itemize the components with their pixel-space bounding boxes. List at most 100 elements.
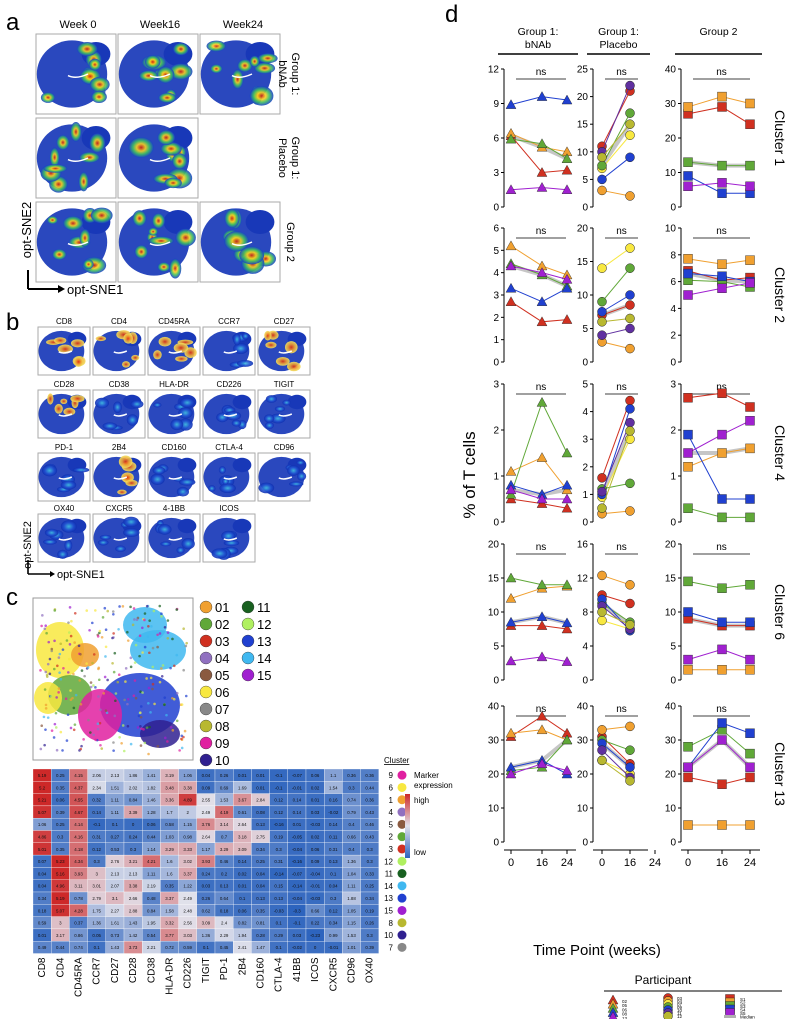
point-S4-t2 xyxy=(745,728,755,738)
tsne-bnab-week1 xyxy=(117,33,199,115)
heat-cell-value: -0.04 xyxy=(292,896,303,901)
series-line-12 xyxy=(601,759,631,782)
y-tick-label: 25 xyxy=(577,65,589,76)
embedding-hotspot xyxy=(284,341,298,354)
point-S5-t0 xyxy=(683,448,693,458)
group-header-line1: Group 1: xyxy=(518,26,559,38)
cluster-dot xyxy=(69,698,73,702)
y-tick-label: 20 xyxy=(577,92,589,103)
heat-cell-value: 2.41 xyxy=(238,945,247,950)
heat-cell-value: 0.29 xyxy=(274,933,283,938)
heat-cell-value: 0.14 xyxy=(92,810,101,815)
heat-cell-value: -0.01 xyxy=(310,884,321,889)
heat-cell-value: 0.25 xyxy=(56,773,65,778)
heat-cell-value: 2.27 xyxy=(111,908,120,913)
y-tick-label: 1 xyxy=(670,472,676,483)
heat-cell-value: 0 xyxy=(314,945,317,950)
marker-map-icos xyxy=(202,513,256,563)
heat-col-label-tigit: TIGIT xyxy=(201,958,212,984)
series-line-10 xyxy=(601,743,631,768)
cluster-dot xyxy=(126,724,130,728)
heat-col-label-cd226: CD226 xyxy=(183,957,194,989)
point-12-t1 xyxy=(625,313,635,324)
embedding-hotspot xyxy=(53,337,67,344)
point-13-t2 xyxy=(561,493,573,504)
group-header-line2: Placebo xyxy=(600,39,638,51)
point-13-t2 xyxy=(561,765,573,775)
point-S2-t2 xyxy=(745,98,755,109)
axis-label-optsne2-b: opt-SNE2 xyxy=(22,521,34,569)
heat-col-label-cd160: CD160 xyxy=(256,957,267,989)
heat-cell-value: 0.18 xyxy=(38,908,47,913)
heat-row-swatch-8 xyxy=(397,918,407,928)
embedding-gap xyxy=(113,476,128,480)
y-tick-label: 0 xyxy=(582,676,588,687)
heat-cell-value: 0.3 xyxy=(348,785,355,790)
heat-row-label-6: 6 xyxy=(389,783,394,792)
point-02-t1 xyxy=(536,620,548,630)
cluster-legend-label-11: 11 xyxy=(257,600,271,615)
subplot-bnab: 0 1 2 3 4 5 6 ns xyxy=(493,224,573,369)
point-08-t1 xyxy=(536,611,548,621)
embedding-hotspot xyxy=(131,354,140,361)
ns-label: ns xyxy=(716,226,727,237)
y-tick-label: 3 xyxy=(493,168,499,179)
heat-cell-value: 4.28 xyxy=(74,908,83,913)
y-tick-label: 10 xyxy=(488,608,500,619)
heat-cell-value: 2.29 xyxy=(220,933,229,938)
cluster-dot xyxy=(151,665,155,669)
heat-cell-value: 4.86 xyxy=(38,835,47,840)
heat-cell-value: 0.01 xyxy=(38,933,47,938)
heat-cell-value: 0.01 xyxy=(238,773,247,778)
x-tick-label: 0 xyxy=(599,857,605,869)
embedding-hotspot xyxy=(157,524,172,535)
heat-cell-value: -0.1 xyxy=(275,773,283,778)
heat-cell-value: 0.3 xyxy=(94,859,101,864)
cluster-dot xyxy=(113,651,117,655)
heat-cell-value: 1.86 xyxy=(129,773,138,778)
cluster-dot xyxy=(126,697,130,701)
heat-cluster-header: Cluster xyxy=(384,756,410,765)
point-06-t0 xyxy=(505,572,517,583)
heat-cell-value: 0.31 xyxy=(329,847,338,852)
heat-cell-value: 3.93 xyxy=(202,859,211,864)
cluster-dot xyxy=(163,696,167,699)
heat-cell-value: 1.7 xyxy=(166,810,173,815)
heat-cell-value: 0.98 xyxy=(183,835,192,840)
cluster-dot xyxy=(143,618,146,622)
heat-cell-value: 0.14 xyxy=(329,822,338,827)
heat-cell-value: 3.33 xyxy=(183,847,192,852)
y-tick-label: 1 xyxy=(493,335,499,346)
heat-cell-value: -0.01 xyxy=(328,945,339,950)
cluster-dot xyxy=(45,673,49,677)
point-06-t1 xyxy=(536,579,548,589)
cluster-dot xyxy=(133,679,137,682)
heat-cell-value: 1.36 xyxy=(92,921,101,926)
heat-cell-value: 1.51 xyxy=(111,785,120,790)
y-tick-label: 2 xyxy=(670,331,676,342)
embedding-hotspot xyxy=(275,356,290,366)
cluster-dot xyxy=(59,642,63,646)
point-S4-t1 xyxy=(717,494,727,504)
y-tick-label: 5 xyxy=(493,642,499,653)
cluster-dot xyxy=(43,627,47,631)
point-02-t2 xyxy=(561,314,573,324)
cluster-dot xyxy=(165,713,168,717)
point-S5-t0 xyxy=(683,290,693,300)
heat-cell-value: 0.4 xyxy=(348,822,355,827)
heat-cell-value: 3.09 xyxy=(238,847,247,852)
cluster-dot xyxy=(48,672,52,676)
cluster-dot xyxy=(166,619,170,622)
cluster-dot xyxy=(59,677,63,681)
point-12-t1 xyxy=(625,426,635,436)
cluster-dot xyxy=(112,741,115,744)
series-line-03 xyxy=(601,736,631,765)
point-07-t1 xyxy=(625,243,635,253)
y-tick-label: 30 xyxy=(488,736,500,747)
heat-cell-value: 0.09 xyxy=(311,859,320,864)
marker-label-cd4: CD4 xyxy=(111,317,128,326)
cluster-dot xyxy=(171,729,175,732)
heat-cell-value: 1.6 xyxy=(166,871,173,876)
cluster-dot xyxy=(94,686,97,689)
ns-label: ns xyxy=(536,382,547,393)
